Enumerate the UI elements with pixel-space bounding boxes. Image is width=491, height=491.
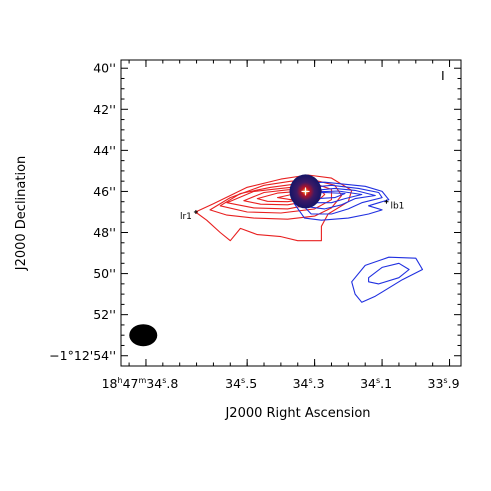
xtick-label-0: 18h47m34s.8 [102, 376, 179, 391]
xtick-label-1: 34s.5 [225, 376, 257, 391]
xtick-label-4: 33s.9 [428, 376, 460, 391]
ytick-label-5: 50'' [93, 266, 116, 281]
blue-contour-1 [297, 184, 383, 215]
ytick-label-0: 40'' [93, 61, 116, 76]
xtick-label-3: 34s.1 [360, 376, 392, 391]
ytick-label-4: 48'' [93, 225, 116, 240]
red-contour-2 [219, 183, 333, 214]
red-contour-1 [209, 179, 343, 220]
panel-label: I [441, 68, 445, 83]
blue-contour-0 [293, 181, 390, 221]
red-contour-0 [194, 174, 353, 242]
xtick-label-2: 34s.3 [293, 376, 325, 391]
annotation-label-lr1: lr1 [180, 212, 192, 222]
ytick-label-7: −1°12'54'' [49, 348, 116, 363]
x-tick-labels: 18h47m34s.8 34s.5 34s.3 34s.1 33s.9 [102, 376, 460, 391]
blue-contour-6 [368, 262, 410, 285]
x-axis-title: J2000 Right Ascension [224, 406, 370, 421]
beam-ellipse [129, 324, 158, 347]
annotations: lr1 lb1 [180, 199, 404, 222]
axis-ticks [121, 60, 461, 367]
y-tick-labels: 40'' 42'' 44'' 46'' 48'' 50'' 52'' −1°12'54'' [49, 61, 116, 364]
plot-frame [120, 59, 462, 367]
blue-contour-2 [300, 187, 376, 210]
blue-contour-5 [351, 256, 424, 303]
ytick-label-6: 52'' [93, 307, 116, 322]
annotation-label-lb1: lb1 [390, 202, 404, 212]
ytick-label-2: 44'' [93, 143, 116, 158]
ytick-label-1: 42'' [93, 102, 116, 117]
ytick-label-3: 46'' [93, 184, 116, 199]
y-axis-title: J2000 Declination [14, 156, 29, 272]
